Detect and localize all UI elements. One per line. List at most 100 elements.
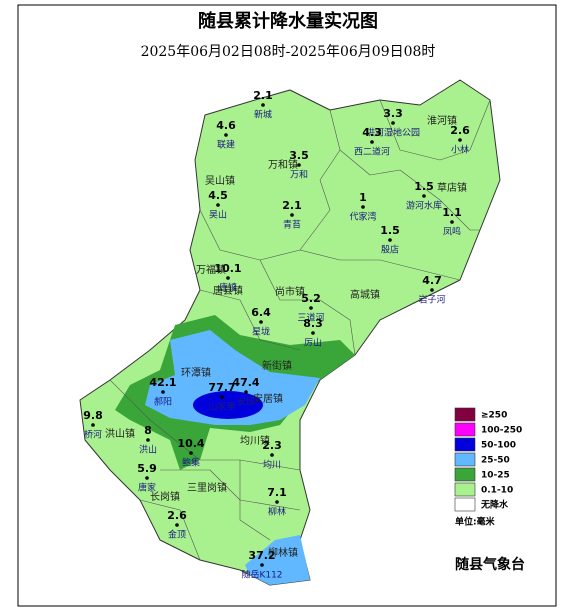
station-value: 4.6 — [216, 119, 236, 132]
rain-25-50-south — [245, 535, 310, 585]
station-name: 郝阳 — [154, 396, 172, 408]
station-dot — [220, 395, 224, 399]
station-name: 三道河 — [297, 312, 324, 324]
station-name: 代家湾 — [349, 211, 376, 223]
station-dot — [388, 238, 392, 242]
station-value: 2.1 — [253, 89, 273, 102]
town-name: 淮河镇 — [427, 114, 457, 127]
station-value: 77.7 — [208, 381, 235, 394]
station-name: 青苔 — [283, 219, 301, 231]
station-value: 1.5 — [414, 180, 434, 193]
town-name: 环潭镇 — [181, 366, 211, 379]
station-dot — [260, 563, 264, 567]
town-name: 洪山镇 — [105, 427, 135, 440]
station-name: 殷店 — [381, 244, 399, 256]
station-name: 万和 — [290, 170, 308, 181]
station-value: 6.4 — [251, 306, 271, 319]
legend-label: 50-100 — [481, 441, 516, 451]
station-name: 桥河 — [84, 429, 102, 441]
town-name: 柳林镇 — [268, 546, 298, 559]
legend-swatch — [454, 482, 476, 497]
town-name: 高城镇 — [350, 288, 380, 301]
station-dot — [146, 438, 150, 442]
station-dot — [450, 220, 454, 224]
station-dot — [216, 203, 220, 207]
station-value: 47.4 — [232, 376, 259, 389]
station-name: 均川 — [263, 459, 281, 471]
station-value: 10.4 — [177, 437, 204, 450]
station-dot — [309, 306, 313, 310]
station-name: 游河水库 — [406, 200, 442, 212]
station-value: 1 — [359, 191, 367, 204]
station-name: 安居 — [237, 396, 255, 408]
station-name: 岩子河 — [418, 294, 445, 306]
station-value: 2.6 — [450, 124, 470, 137]
station-dot — [226, 276, 230, 280]
station-dot — [259, 320, 263, 324]
legend: ≥250 100-250 50-100 25-50 10-25 0.1-10 无降水 — [454, 407, 522, 512]
station-value: 42.1 — [149, 376, 176, 389]
station-value: 8 — [144, 424, 152, 437]
station-name: 联建 — [217, 139, 235, 151]
station-value: 5.2 — [301, 292, 321, 305]
town-name: 吴山镇 — [205, 174, 235, 187]
legend-label: 0.1-10 — [481, 486, 513, 496]
station-value: 7.1 — [267, 486, 287, 499]
subtitle: 2025年06月02日08时-2025年06月09日08时 — [141, 44, 436, 60]
station-dot — [224, 133, 228, 137]
station-name: 吴山 — [209, 210, 227, 221]
title: 随县累计降水量实况图 — [198, 10, 378, 32]
legend-swatch — [454, 497, 476, 512]
legend-label: 25-50 — [481, 456, 510, 466]
station-name: 小林 — [451, 144, 469, 156]
station-name: 新城 — [254, 109, 272, 121]
station-name: 唐家 — [138, 482, 156, 494]
unit: 单位:毫米 — [455, 516, 496, 528]
station-value: 4.5 — [208, 189, 228, 202]
station-name: 鲍集 — [182, 457, 200, 469]
station-dot — [261, 103, 265, 107]
station-dot — [297, 163, 301, 167]
town-borders — [109, 99, 491, 561]
station-value: 3.5 — [289, 149, 309, 162]
station-value: 3.3 — [383, 107, 403, 120]
station-dot — [290, 213, 294, 217]
station-value: 5.9 — [137, 462, 157, 475]
station-name: 西二道河 — [354, 146, 390, 158]
rain-50-100 — [193, 391, 263, 419]
station-value: 8.3 — [303, 317, 323, 330]
town-name: 草店镇 — [437, 181, 467, 194]
legend-swatch — [454, 467, 476, 482]
issuer: 随县气象台 — [455, 556, 525, 573]
station-name: 洪河湿地公园 — [366, 127, 420, 139]
station-dot — [311, 331, 315, 335]
town-name: 三里岗镇 — [187, 481, 227, 494]
station-value: 2.1 — [282, 199, 302, 212]
station-name: 随岳K112 — [241, 569, 282, 581]
station-value: 1.5 — [380, 224, 400, 237]
station-name: 金顶 — [168, 529, 186, 541]
town-name: 唐县镇 — [213, 284, 243, 297]
station-name: 凤鸣 — [443, 226, 461, 238]
town-name: 长岗镇 — [150, 490, 180, 503]
station-value: 1.1 — [442, 206, 462, 219]
station-value: 37.2 — [248, 549, 275, 562]
legend-swatch — [454, 407, 476, 422]
station-dot — [361, 205, 365, 209]
town-name: 新街镇 — [262, 359, 292, 372]
town-name: 均川镇 — [240, 434, 270, 447]
station-dot — [175, 523, 179, 527]
station-dot — [189, 451, 193, 455]
legend-label: 10-25 — [481, 471, 510, 481]
station-dot — [275, 500, 279, 504]
station-value: 2.6 — [167, 509, 187, 522]
legend-swatch — [454, 452, 476, 467]
rain-25-50 — [145, 330, 320, 425]
station-dot — [145, 476, 149, 480]
legend-label: 无降水 — [480, 499, 509, 511]
station-name: 厉山 — [304, 338, 322, 349]
